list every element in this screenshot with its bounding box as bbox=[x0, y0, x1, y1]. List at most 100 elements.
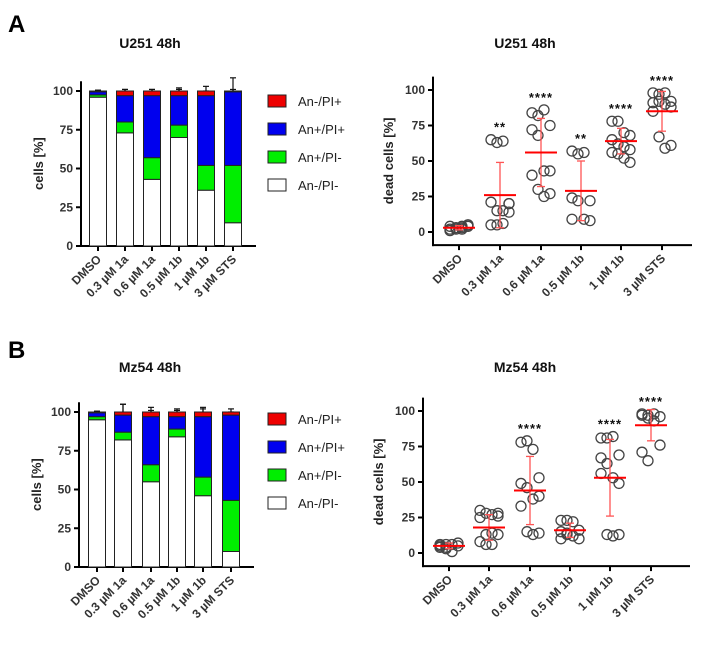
bar-segment-anpi bbox=[168, 411, 186, 418]
data-point bbox=[533, 490, 545, 502]
data-point bbox=[503, 197, 515, 210]
bar-segment-anpi bbox=[224, 164, 242, 224]
data-point bbox=[440, 538, 452, 551]
data-point bbox=[578, 146, 590, 159]
data-point bbox=[653, 131, 665, 143]
legend-label: An-/PI- bbox=[298, 496, 338, 511]
chart-title: U251 48h bbox=[119, 35, 180, 51]
data-point bbox=[515, 500, 527, 512]
data-point bbox=[572, 195, 584, 207]
bar-segment-anpi bbox=[143, 90, 161, 97]
data-point bbox=[642, 412, 654, 424]
data-point bbox=[521, 482, 533, 494]
data-point bbox=[492, 528, 504, 541]
data-point bbox=[659, 142, 671, 154]
bar-segment-anpi bbox=[170, 90, 188, 97]
data-point bbox=[480, 538, 492, 551]
data-point bbox=[613, 449, 625, 461]
y-tick-label: 100 bbox=[51, 405, 71, 419]
data-point bbox=[527, 493, 539, 505]
data-point bbox=[440, 541, 452, 553]
data-point bbox=[624, 156, 636, 169]
data-point bbox=[572, 148, 584, 160]
y-tick-label: 50 bbox=[58, 483, 72, 497]
bar-segment-anpi bbox=[194, 495, 212, 568]
y-tick-label: 100 bbox=[395, 404, 415, 418]
data-point bbox=[532, 109, 544, 122]
legend-swatch bbox=[267, 412, 287, 426]
legend-label: An-/PI- bbox=[298, 178, 338, 193]
data-point bbox=[497, 135, 509, 147]
y-tick-label: 75 bbox=[402, 440, 416, 454]
data-point bbox=[601, 528, 613, 541]
bar-segment-anpi bbox=[88, 411, 106, 414]
data-point bbox=[538, 165, 550, 177]
data-point bbox=[584, 195, 596, 207]
data-point bbox=[654, 439, 666, 451]
bar-segment-anpi bbox=[222, 551, 240, 568]
data-point bbox=[533, 527, 545, 539]
legend-label: An-/PI+ bbox=[298, 94, 342, 109]
x-tick-label: 0.3 µM 1a bbox=[458, 251, 506, 299]
bar-segment-anpi bbox=[168, 428, 186, 438]
data-point bbox=[538, 190, 550, 203]
data-point bbox=[613, 477, 625, 490]
x-tick-label: 0.3 µM 1a bbox=[447, 572, 495, 620]
bar-segment-anpi bbox=[222, 499, 240, 553]
data-point bbox=[665, 95, 677, 108]
data-point bbox=[566, 213, 578, 225]
data-point bbox=[492, 510, 504, 522]
x-tick-label: DMSO bbox=[430, 251, 465, 286]
y-tick-label: 25 bbox=[58, 521, 72, 535]
bar-segment-anpi bbox=[224, 90, 242, 93]
bar-segment-anpi bbox=[168, 436, 186, 568]
significance-stars: **** bbox=[518, 421, 542, 436]
y-tick-label: 25 bbox=[402, 511, 416, 525]
data-point bbox=[497, 217, 509, 230]
legend-swatch bbox=[267, 122, 287, 136]
data-point bbox=[642, 409, 654, 421]
significance-stars: **** bbox=[598, 417, 622, 432]
x-tick-label: DMSO bbox=[420, 572, 455, 607]
significance-stars: **** bbox=[639, 394, 663, 409]
bar-segment-anpi bbox=[194, 411, 212, 418]
data-point bbox=[444, 220, 456, 232]
data-point bbox=[544, 188, 556, 200]
data-point bbox=[474, 535, 486, 548]
y-tick-label: 0 bbox=[408, 546, 415, 560]
bar-segment-anpi bbox=[114, 439, 132, 568]
data-point bbox=[665, 139, 677, 152]
bar-segment-anpi bbox=[143, 157, 161, 180]
data-point bbox=[601, 432, 613, 444]
x-tick-label: 0.5 µM 1b bbox=[528, 572, 576, 620]
data-point bbox=[434, 541, 446, 553]
y-tick-label: 50 bbox=[412, 154, 426, 168]
data-point bbox=[573, 533, 585, 545]
data-point bbox=[485, 196, 497, 208]
data-point bbox=[612, 115, 624, 127]
data-point bbox=[491, 219, 503, 231]
y-axis-label: dead cells [%] bbox=[381, 118, 396, 205]
data-point bbox=[567, 516, 579, 528]
legend-swatch bbox=[267, 468, 287, 482]
y-tick-label: 75 bbox=[60, 123, 74, 137]
data-point bbox=[533, 472, 545, 484]
data-point bbox=[526, 124, 538, 136]
data-point bbox=[653, 95, 665, 108]
panel-label-b: B bbox=[8, 337, 25, 364]
bar-segment-anpi bbox=[116, 121, 134, 134]
legend-swatch bbox=[267, 496, 287, 510]
bar-segment-anpi bbox=[114, 414, 132, 433]
data-point bbox=[561, 514, 573, 526]
x-tick-label: 3 µM STS bbox=[609, 572, 657, 620]
data-point bbox=[456, 223, 468, 235]
y-tick-label: 75 bbox=[412, 119, 426, 133]
data-point bbox=[444, 224, 456, 237]
y-tick-label: 0 bbox=[418, 225, 425, 239]
data-point bbox=[613, 528, 625, 541]
data-point bbox=[647, 97, 659, 109]
data-point bbox=[521, 526, 533, 538]
bar-segment-anpi bbox=[114, 431, 132, 441]
data-point bbox=[607, 530, 619, 542]
